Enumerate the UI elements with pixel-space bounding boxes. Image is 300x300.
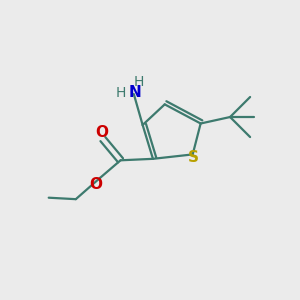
Text: N: N <box>129 85 142 100</box>
Text: O: O <box>95 125 108 140</box>
Text: H: H <box>134 75 144 89</box>
Text: O: O <box>89 177 102 192</box>
Text: H: H <box>116 85 126 100</box>
Text: S: S <box>188 150 199 165</box>
